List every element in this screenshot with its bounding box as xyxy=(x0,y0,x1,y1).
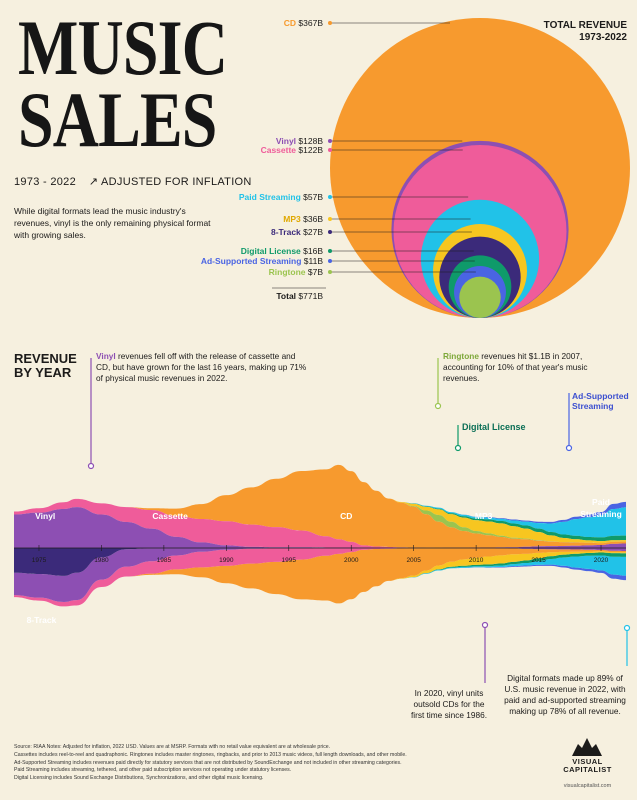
axis-tick-label-1980: 1980 xyxy=(94,557,109,564)
stream-lower-8-track xyxy=(14,548,626,576)
axis-tick-label-2015: 2015 xyxy=(531,557,546,564)
bubble-label-digital-license: Digital License $16B xyxy=(241,246,324,256)
adjusted-note: ADJUSTED FOR INFLATION xyxy=(101,176,252,188)
bubble-label-paid-streaming: Paid Streaming $57B xyxy=(239,192,323,202)
brand-url: visualcapitalist.com xyxy=(563,783,612,789)
bubble-leader-dot xyxy=(328,139,332,143)
axis-tick-label-1995: 1995 xyxy=(282,557,297,564)
footer-line: Ad-Supported Streaming includes revenues… xyxy=(14,759,402,766)
annotation-ringtone-bold: Ringtone xyxy=(443,351,479,361)
footer-line: Paid Streaming includes streaming, tethe… xyxy=(14,767,292,774)
axis-tick-label-2005: 2005 xyxy=(406,557,421,564)
bubble-label-ad-supported-streaming: Ad-Supported Streaming $11B xyxy=(201,256,324,266)
footer-line: Cassettes includes reel-to-reel and quad… xyxy=(14,751,407,758)
footer-notes: Source: RIAA Notes: Adjusted for inflati… xyxy=(14,744,534,783)
stream-lower-cassette xyxy=(14,548,626,607)
annotation-leaders xyxy=(87,358,631,683)
bubble-leader-dot xyxy=(328,148,332,152)
bubble-label-ringtone: Ringtone $7B xyxy=(269,267,324,277)
annotation-vinyl: Vinyl revenues fell off with the release… xyxy=(96,351,308,384)
axis-tick-label-1985: 1985 xyxy=(157,557,172,564)
section-title-line1: REVENUE xyxy=(14,351,77,366)
axis-tick-label-1975: 1975 xyxy=(32,557,47,564)
section-title-line2: BY YEAR xyxy=(14,365,72,380)
bubble-label-vinyl: Vinyl $128B xyxy=(276,136,323,146)
stream-lower-digital-license xyxy=(14,552,626,607)
axis-tick-label-1990: 1990 xyxy=(219,557,234,564)
brand-name-line2: CAPITALIST xyxy=(563,765,612,774)
annotation-ringtone-text: revenues hit $1.1B in 2007, accounting f… xyxy=(443,351,588,383)
chart-trend-icon: ↗ xyxy=(88,176,99,188)
section-title: REVENUE BY YEAR xyxy=(14,352,84,380)
years-range: 1973 - 2022 xyxy=(14,176,77,188)
footer-line: Digital Licensing includes Sound Exchang… xyxy=(14,775,264,782)
stream-labels: Vinyl Cassette CD MP3 Paid Streaming 8-Track xyxy=(27,497,622,625)
stream-lower-paid-streaming xyxy=(14,555,626,607)
leader-ringtone-dot xyxy=(434,402,442,410)
brand-name: VISUAL CAPITALIST xyxy=(545,758,630,774)
total-revenue-years: 1973-2022 xyxy=(579,32,627,43)
leader-digital-2022-dot xyxy=(623,624,631,632)
stream-label-streaming: Streaming xyxy=(580,509,622,519)
stream-label-cd: CD xyxy=(340,511,352,521)
stream-chart xyxy=(14,464,626,607)
axis-tick-label-2010: 2010 xyxy=(469,557,484,564)
annotation-digital-2022: Digital formats made up 89% of U.S. musi… xyxy=(504,673,626,716)
stream-label-paid: Paid xyxy=(592,497,610,507)
leader-vinyl-dot xyxy=(87,462,95,470)
stream-upper-cassette xyxy=(14,498,626,548)
footer-line: Source: RIAA Notes: Adjusted for inflati… xyxy=(14,744,331,750)
stream-upper-vinyl xyxy=(14,507,626,548)
annotation-ringtone: Ringtone revenues hit $1.1B in 2007, acc… xyxy=(443,351,613,384)
bubble-label-8-track: 8-Track $27B xyxy=(271,227,323,237)
brand-logo-icon xyxy=(572,738,602,756)
annotation-ad-supported: Ad-Supported Streaming xyxy=(572,391,629,411)
axis-tick-label-2000: 2000 xyxy=(344,557,359,564)
stream-label-cassette: Cassette xyxy=(152,511,188,521)
title-line-1: MUSIC xyxy=(18,4,228,91)
leader-vinyl-2020-dot xyxy=(481,621,489,629)
bubble-leader-dot xyxy=(328,195,332,199)
annotation-digital-license: Digital License xyxy=(462,422,526,432)
brand-name-line1: VISUAL xyxy=(572,757,603,766)
page-title: MUSIC SALES xyxy=(18,4,231,163)
stream-lower-cd xyxy=(14,548,626,607)
stream-upper-mp3 xyxy=(14,464,626,544)
bubble-chart xyxy=(330,18,630,318)
leader-ad-supported-dot xyxy=(565,444,573,452)
x-axis: 1975 1980 1985 1990 1995 2000 2005 2010 2015 2020 xyxy=(14,545,626,564)
annotation-vinyl-2020: In 2020, vinyl units outsold CDs for the… xyxy=(410,688,488,720)
bubble-label-cd: CD $367B xyxy=(284,18,324,28)
title-line-2: SALES xyxy=(18,76,217,163)
bubble-leader-dot xyxy=(328,259,332,263)
stream-label-mp3: MP3 xyxy=(475,511,493,521)
annotation-vinyl-text: revenues fell off with the release of ca… xyxy=(96,351,307,383)
stream-label-vinyl: Vinyl xyxy=(35,511,55,521)
stream-upper-cd xyxy=(14,464,626,548)
intro-text: While digital formats lead the music ind… xyxy=(14,206,211,240)
stream-label-8-track: 8-Track xyxy=(27,615,57,625)
bubble-leader-dot xyxy=(328,217,332,221)
bubble-total-label: Total $771B xyxy=(276,291,323,301)
total-revenue-heading: TOTAL REVENUE 1973-2022 xyxy=(544,20,627,44)
bubble-leader-dot xyxy=(328,21,332,25)
axis-tick-label-2020: 2020 xyxy=(594,557,609,564)
bubble-label-cassette: Cassette $122B xyxy=(261,145,324,155)
bubble-leader-dot xyxy=(328,230,332,234)
subtitle: 1973 - 2022 ↗ ADJUSTED FOR INFLATION xyxy=(14,175,252,188)
bubble-leader-dot xyxy=(328,249,332,253)
total-revenue-title: TOTAL REVENUE xyxy=(543,20,627,31)
bubble-ringtone xyxy=(459,276,501,318)
bubble-label-mp3: MP3 $36B xyxy=(283,214,323,224)
leader-digital-license-dot xyxy=(454,444,462,452)
stream-lower-vinyl xyxy=(14,548,626,602)
annotation-vinyl-bold: Vinyl xyxy=(96,351,116,361)
stream-upper-paid-streaming xyxy=(14,464,626,538)
bubble-leader-dot xyxy=(328,270,332,274)
